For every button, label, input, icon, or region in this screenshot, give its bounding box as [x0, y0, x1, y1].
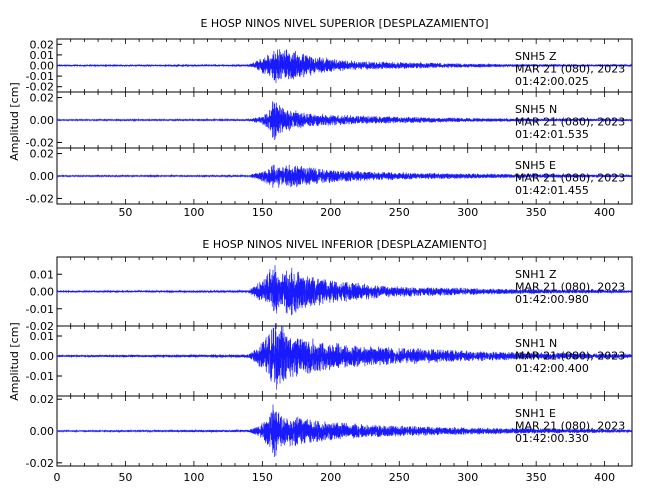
y-tick-label: 0.01	[30, 49, 55, 62]
station-time: 01:42:00.025	[515, 75, 589, 88]
station-label: SNH5 Z	[515, 50, 557, 63]
y-tick-label: -0.02	[26, 192, 54, 205]
station-date: MAR 21 (080), 2023	[515, 420, 625, 433]
x-tick-label: 100	[183, 471, 204, 484]
station-label: SNH5 N	[515, 103, 557, 116]
x-tick-label: 50	[118, 206, 132, 219]
x-tick-label: 250	[389, 471, 410, 484]
station-date: MAR 21 (080), 2023	[515, 350, 625, 363]
y-tick-label: -0.01	[26, 70, 54, 83]
x-tick-label: 50	[118, 471, 132, 484]
y-tick-label: 0.02	[30, 38, 55, 51]
y-tick-label: 0.02	[30, 393, 55, 406]
station-date: MAR 21 (080), 2023	[515, 281, 625, 294]
station-time: 01:42:00.980	[515, 293, 589, 306]
y-tick-label: 0.02	[30, 148, 55, 161]
y-tick-label: 0.00	[30, 170, 55, 183]
x-tick-label: 350	[526, 471, 547, 484]
x-tick-label: 100	[183, 206, 204, 219]
chart-title: E HOSP NINOS NIVEL INFERIOR [DESPLAZAMIE…	[202, 238, 486, 251]
seismic-trace	[56, 404, 633, 458]
y-tick-label: 0.02	[30, 92, 55, 105]
station-date: MAR 21 (080), 2023	[515, 172, 625, 185]
seismic-trace	[56, 323, 633, 390]
y-tick-label: 0.00	[30, 425, 55, 438]
y-tick-label: 0.00	[30, 60, 55, 73]
y-axis-label: Amplitud [cm]	[8, 322, 21, 400]
x-tick-label: 300	[457, 471, 478, 484]
seismic-trace	[56, 265, 633, 316]
y-tick-label: -0.02	[26, 320, 54, 333]
x-tick-label: 150	[252, 206, 273, 219]
chart-title: E HOSP NINOS NIVEL SUPERIOR [DESPLAZAMIE…	[200, 17, 488, 30]
x-tick-label: 250	[389, 206, 410, 219]
seismic-trace	[56, 101, 633, 141]
y-tick-label: 0.01	[30, 268, 55, 281]
x-tick-label: 400	[594, 206, 615, 219]
chart-superior: E HOSP NINOS NIVEL SUPERIOR [DESPLAZAMIE…	[8, 17, 633, 219]
x-tick-label: 300	[457, 206, 478, 219]
x-tick-label: 200	[320, 206, 341, 219]
station-label: SNH1 N	[515, 337, 557, 350]
y-axis-label: Amplitud [cm]	[8, 82, 21, 160]
y-tick-label: -0.01	[26, 370, 54, 383]
y-tick-label: 0.00	[30, 350, 55, 363]
chart-inferior: E HOSP NINOS NIVEL INFERIOR [DESPLAZAMIE…	[8, 238, 633, 484]
x-tick-label: 150	[252, 471, 273, 484]
y-tick-label: -0.01	[26, 303, 54, 316]
station-time: 01:42:00.330	[515, 432, 589, 445]
station-time: 01:42:00.400	[515, 362, 589, 375]
x-tick-label: 400	[594, 471, 615, 484]
station-date: MAR 21 (080), 2023	[515, 63, 625, 76]
y-tick-label: 0.00	[30, 114, 55, 127]
y-tick-label: 0.00	[30, 286, 55, 299]
station-time: 01:42:01.535	[515, 128, 589, 141]
y-tick-label: -0.02	[26, 81, 54, 94]
station-time: 01:42:01.455	[515, 184, 589, 197]
station-date: MAR 21 (080), 2023	[515, 116, 625, 129]
y-tick-label: -0.02	[26, 136, 54, 149]
seismic-trace	[56, 49, 633, 84]
station-label: SNH5 E	[515, 159, 556, 172]
seismic-trace	[56, 164, 633, 188]
station-label: SNH1 E	[515, 407, 556, 420]
y-tick-label: -0.02	[26, 457, 54, 470]
station-label: SNH1 Z	[515, 268, 557, 281]
x-tick-label: 200	[320, 471, 341, 484]
y-tick-label: 0.01	[30, 330, 55, 343]
x-tick-label: 350	[526, 206, 547, 219]
x-tick-label: 0	[54, 471, 61, 484]
